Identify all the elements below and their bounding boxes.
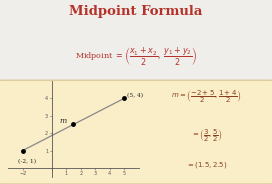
Text: (-2, 1): (-2, 1) — [18, 159, 37, 164]
Text: $= \left(\dfrac{3}{2},\dfrac{5}{2}\right)$: $= \left(\dfrac{3}{2},\dfrac{5}{2}\right… — [191, 128, 222, 144]
Text: $m = \left(\dfrac{-2+5}{2},\dfrac{1+4}{2}\right)$: $m = \left(\dfrac{-2+5}{2},\dfrac{1+4}{2… — [171, 89, 242, 105]
Text: (5, 4): (5, 4) — [127, 93, 143, 98]
Text: Midpoint Formula: Midpoint Formula — [69, 5, 203, 18]
Text: m: m — [60, 117, 67, 125]
Text: $= (1.5, 2.5)$: $= (1.5, 2.5)$ — [186, 160, 227, 170]
Text: Midpoint $= \left(\dfrac{x_1+x_2}{2},\ \dfrac{y_1+y_2}{2}\right)$: Midpoint $= \left(\dfrac{x_1+x_2}{2},\ \… — [75, 45, 197, 67]
FancyBboxPatch shape — [0, 80, 272, 184]
